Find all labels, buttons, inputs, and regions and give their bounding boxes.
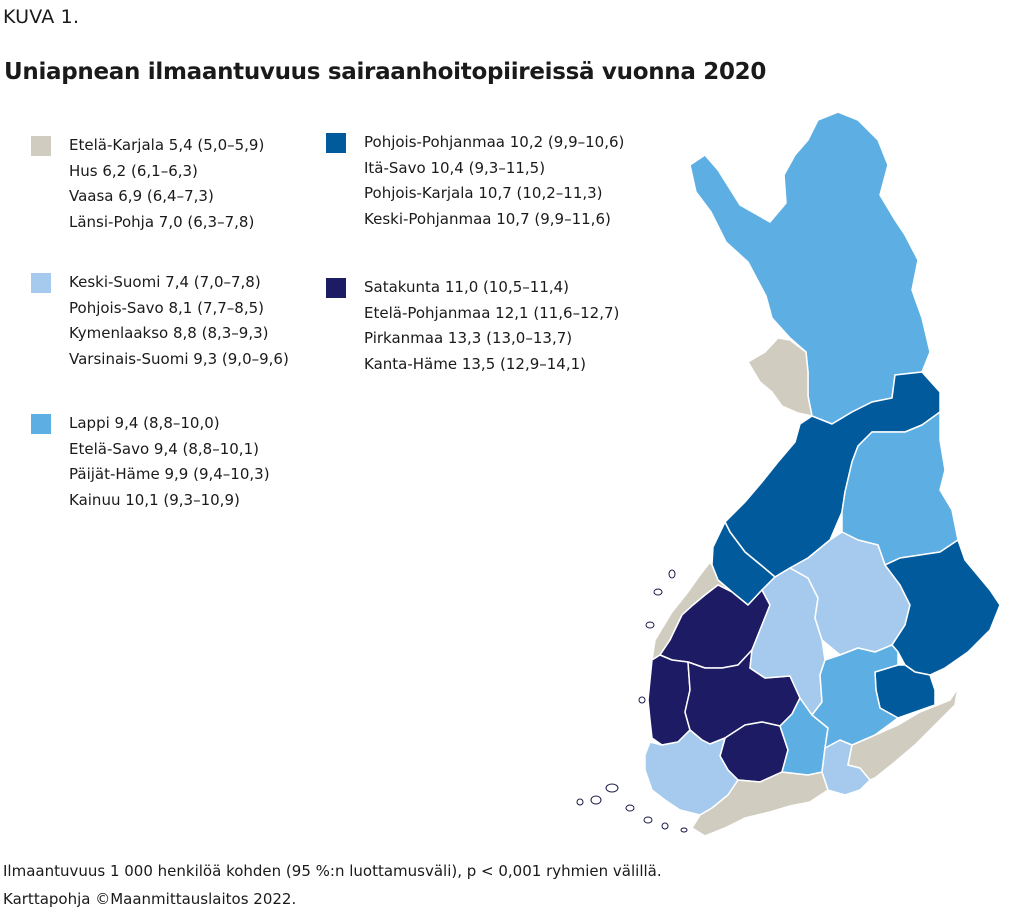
legend-group-2: Keski-Suomi 7,4 (7,0–7,8) Pohjois-Savo 8… bbox=[31, 270, 289, 372]
legend-entry: Pohjois-Karjala 10,7 (10,2–11,3) bbox=[364, 184, 603, 202]
legend-entry: Etelä-Karjala 5,4 (5,0–5,9) bbox=[69, 136, 265, 154]
region-satakunta bbox=[647, 654, 691, 746]
legend-entry: Pirkanmaa 13,3 (13,0–13,7) bbox=[364, 329, 573, 347]
legend-entry: Kanta-Häme 13,5 (12,9–14,1) bbox=[364, 354, 587, 373]
legend-swatch-4 bbox=[326, 133, 346, 153]
legend-entry: Varsinais-Suomi 9,3 (9,0–9,6) bbox=[69, 349, 289, 368]
legend-swatch-1 bbox=[31, 136, 51, 156]
legend-entry: Lappi 9,4 (8,8–10,0) bbox=[69, 414, 220, 432]
legend-swatch-3 bbox=[31, 414, 51, 434]
coast-islands bbox=[576, 569, 688, 833]
finland-map bbox=[576, 111, 1001, 837]
legend-entry: Pohjois-Pohjanmaa 10,2 (9,9–10,6) bbox=[364, 133, 625, 151]
legend-entry: Satakunta 11,0 (10,5–11,4) bbox=[364, 278, 570, 296]
legend-swatch-5 bbox=[326, 278, 346, 298]
legend-swatch-2 bbox=[31, 273, 51, 293]
region-lappi bbox=[689, 111, 931, 425]
legend-group-5: Satakunta 11,0 (10,5–11,4) Etelä-Pohjanm… bbox=[326, 275, 619, 377]
chart-title: Uniapnean ilmaantuvuus sairaanhoitopiire… bbox=[4, 59, 767, 85]
region-etela-karjala bbox=[847, 687, 959, 781]
legend-group-4: Pohjois-Pohjanmaa 10,2 (9,9–10,6) Itä-Sa… bbox=[326, 130, 624, 232]
region-etela-savo bbox=[811, 644, 899, 749]
legend-entry: Etelä-Savo 9,4 (8,8–10,1) bbox=[69, 439, 259, 458]
legend-entry: Pohjois-Savo 8,1 (7,7–8,5) bbox=[69, 298, 265, 317]
figure-label: KUVA 1. bbox=[3, 6, 80, 28]
legend-entry: Hus 6,2 (6,1–6,3) bbox=[69, 161, 198, 180]
legend-entry: Päijät-Häme 9,9 (9,4–10,3) bbox=[69, 465, 270, 483]
legend-entry: Länsi-Pohja 7,0 (6,3–7,8) bbox=[69, 212, 255, 231]
legend-entry: Keski-Suomi 7,4 (7,0–7,8) bbox=[69, 273, 261, 291]
legend-entry: Itä-Savo 10,4 (9,3–11,5) bbox=[364, 158, 546, 177]
legend-entry: Kainuu 10,1 (9,3–10,9) bbox=[69, 490, 240, 509]
region-pohjois-karjala bbox=[884, 539, 1001, 676]
legend-entry: Vaasa 6,9 (6,4–7,3) bbox=[69, 187, 214, 205]
legend-entry: Kymenlaakso 8,8 (8,3–9,3) bbox=[69, 324, 269, 342]
legend-group-1: Etelä-Karjala 5,4 (5,0–5,9) Hus 6,2 (6,1… bbox=[31, 133, 264, 235]
legend-group-3: Lappi 9,4 (8,8–10,0) Etelä-Savo 9,4 (8,8… bbox=[31, 411, 270, 513]
footnote-incidence: Ilmaantuvuus 1 000 henkilöä kohden (95 %… bbox=[3, 862, 662, 880]
legend-entry: Keski-Pohjanmaa 10,7 (9,9–11,6) bbox=[364, 209, 611, 228]
legend-entry: Etelä-Pohjanmaa 12,1 (11,6–12,7) bbox=[364, 303, 620, 322]
footnote-map-credit: Karttapohja ©Maanmittauslaitos 2022. bbox=[3, 890, 297, 908]
region-lansi-pohja bbox=[747, 337, 813, 417]
